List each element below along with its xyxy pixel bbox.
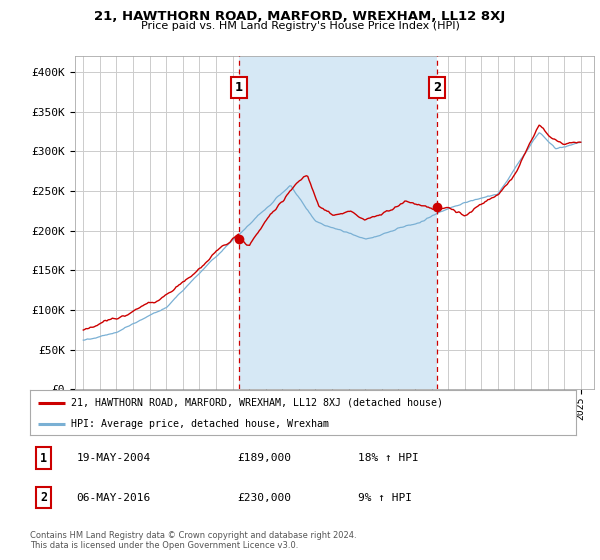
Text: 21, HAWTHORN ROAD, MARFORD, WREXHAM, LL12 8XJ (detached house): 21, HAWTHORN ROAD, MARFORD, WREXHAM, LL1… <box>71 398 443 408</box>
Text: Contains HM Land Registry data © Crown copyright and database right 2024.
This d: Contains HM Land Registry data © Crown c… <box>30 530 356 550</box>
Text: 06-MAY-2016: 06-MAY-2016 <box>76 493 151 503</box>
Text: 1: 1 <box>40 451 47 464</box>
Text: HPI: Average price, detached house, Wrexham: HPI: Average price, detached house, Wrex… <box>71 419 329 429</box>
Text: 2: 2 <box>433 81 442 94</box>
Text: 18% ↑ HPI: 18% ↑ HPI <box>358 453 418 463</box>
Text: 21, HAWTHORN ROAD, MARFORD, WREXHAM, LL12 8XJ: 21, HAWTHORN ROAD, MARFORD, WREXHAM, LL1… <box>94 10 506 23</box>
Text: £230,000: £230,000 <box>238 493 292 503</box>
Bar <box>239 56 437 389</box>
Text: 2: 2 <box>40 491 47 504</box>
Text: 9% ↑ HPI: 9% ↑ HPI <box>358 493 412 503</box>
Text: 19-MAY-2004: 19-MAY-2004 <box>76 453 151 463</box>
Text: Price paid vs. HM Land Registry's House Price Index (HPI): Price paid vs. HM Land Registry's House … <box>140 21 460 31</box>
Text: £189,000: £189,000 <box>238 453 292 463</box>
Text: 1: 1 <box>235 81 243 94</box>
